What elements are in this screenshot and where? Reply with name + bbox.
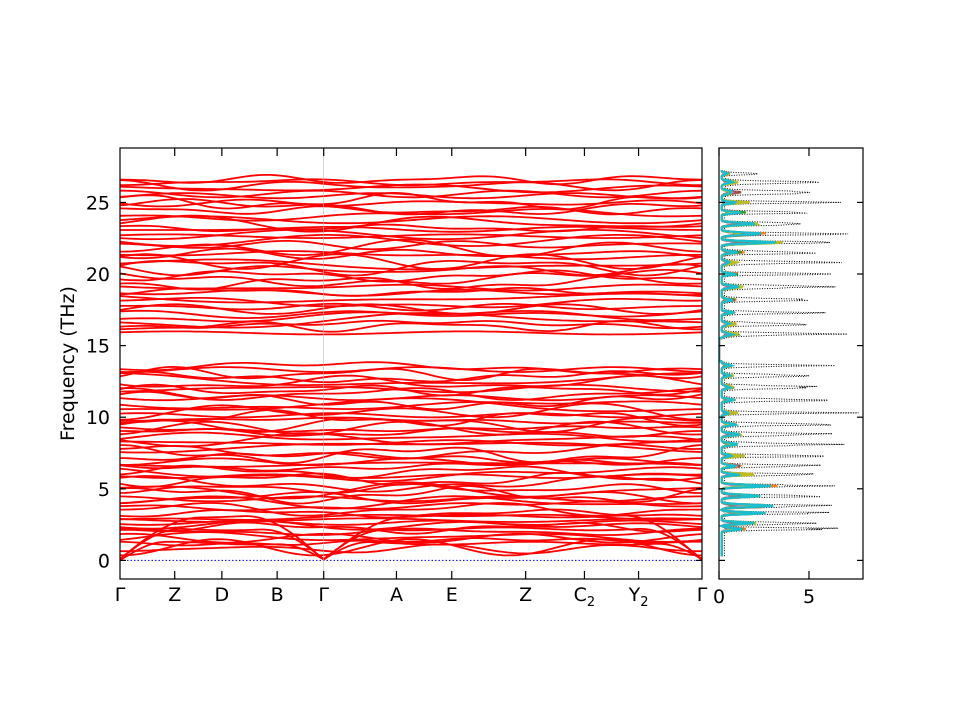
- band-line: [120, 174, 702, 186]
- total-dos-line: [719, 170, 859, 557]
- band-line: [120, 330, 702, 336]
- band-line: [120, 425, 702, 433]
- band-plot-frame: [119, 147, 703, 580]
- dos-x-tick-label: 5: [803, 586, 815, 608]
- band-line: [120, 205, 702, 216]
- acoustic-band-line: [120, 513, 702, 562]
- band-line: [120, 189, 702, 199]
- dos-lines: [719, 169, 859, 557]
- band-line: [120, 302, 702, 312]
- x-axis-ticks: Γ Z D B Γ A E Z C2 Y2 Γ: [115, 148, 708, 610]
- x-tick-label: B: [271, 584, 284, 606]
- band-line: [120, 223, 702, 233]
- band-line: [120, 444, 702, 465]
- band-line: [120, 215, 702, 225]
- y-tick-label: 25: [86, 192, 110, 214]
- band-line: [120, 372, 702, 386]
- band-line: [120, 192, 702, 200]
- band-line: [120, 297, 702, 309]
- band-line: [120, 229, 702, 241]
- band-line: [120, 431, 702, 443]
- band-line: [120, 481, 702, 500]
- band-line: [120, 234, 702, 247]
- x-tick-label: E: [446, 584, 458, 606]
- band-line: [120, 409, 702, 427]
- band-line: [120, 309, 702, 320]
- band-line: [120, 253, 702, 270]
- band-line: [120, 366, 702, 373]
- x-tick-label: Y2: [628, 584, 649, 610]
- band-line: [120, 532, 702, 544]
- partial-dos-line: [719, 169, 776, 557]
- band-line: [120, 412, 702, 419]
- band-line: [120, 495, 702, 510]
- x-tick-label: Z: [519, 584, 532, 606]
- band-line: [120, 461, 702, 468]
- x-tick-label: C2: [574, 584, 596, 610]
- band-structure-panel: 0 5 10 15 20 25 Γ Z D B Γ A E Z C2 Y2 Γ Frequency (THz): [57, 147, 708, 610]
- band-line: [120, 464, 702, 479]
- band-line: [120, 240, 702, 251]
- band-line: [120, 439, 702, 447]
- band-line: [120, 178, 702, 187]
- band-line: [120, 250, 702, 261]
- band-line: [120, 495, 702, 503]
- band-line: [120, 384, 702, 394]
- band-line: [120, 247, 702, 260]
- y-tick-label: 0: [98, 550, 110, 572]
- x-tick-label: D: [215, 584, 230, 606]
- dos-plot-frame: [718, 147, 864, 580]
- band-line: [120, 263, 702, 277]
- dos-x-tick-label: 0: [713, 586, 725, 608]
- band-lines: [120, 174, 702, 562]
- x-tick-label: Γ: [318, 584, 329, 606]
- x-tick-label: A: [390, 584, 403, 606]
- band-line: [120, 517, 702, 523]
- y-tick-label: 10: [86, 407, 110, 429]
- band-line: [120, 361, 702, 375]
- band-line: [120, 519, 702, 531]
- band-line: [120, 387, 702, 401]
- x-tick-label: Z: [168, 584, 181, 606]
- y-tick-label: 20: [86, 264, 110, 286]
- acoustic-band-line: [120, 540, 702, 562]
- band-line: [120, 179, 702, 192]
- x-tick-label: Γ: [115, 584, 126, 606]
- band-line: [120, 287, 702, 297]
- band-line: [120, 269, 702, 288]
- acoustic-band-line: [120, 526, 702, 561]
- band-line: [120, 394, 702, 402]
- band-line: [120, 400, 702, 411]
- y-axis-ticks: 0 5 10 15 20 25: [86, 192, 702, 572]
- y-axis-label: Frequency (THz): [57, 286, 79, 441]
- band-line: [120, 402, 702, 421]
- y-tick-label: 5: [98, 479, 110, 501]
- y-tick-label: 15: [86, 336, 110, 358]
- band-line: [120, 543, 702, 555]
- x-tick-label: Γ: [697, 584, 708, 606]
- band-line: [120, 370, 702, 384]
- band-line: [120, 527, 702, 536]
- band-line: [120, 466, 702, 483]
- band-line: [120, 198, 702, 208]
